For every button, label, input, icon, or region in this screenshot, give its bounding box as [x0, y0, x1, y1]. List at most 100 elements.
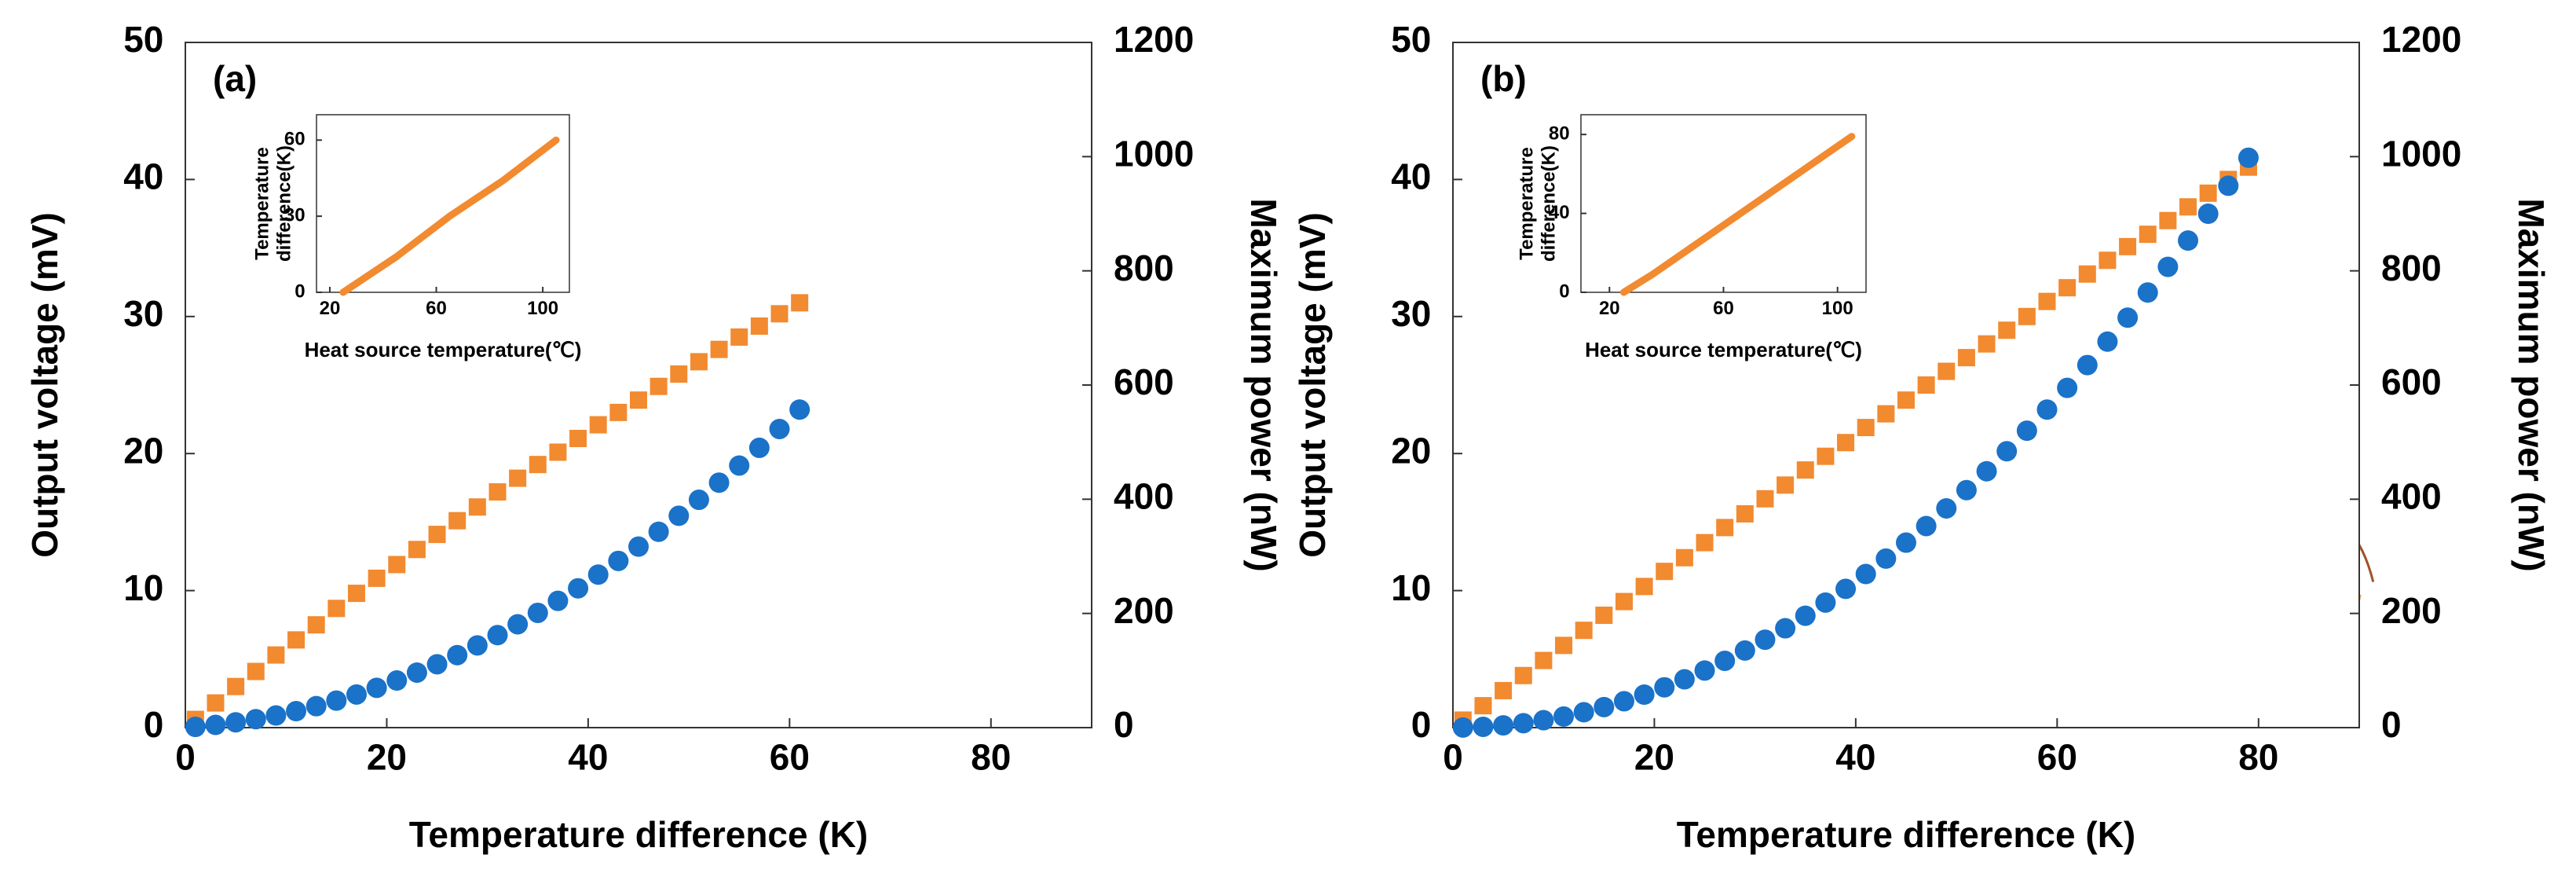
data-point	[628, 536, 649, 557]
data-point	[388, 556, 406, 574]
data-point	[509, 469, 527, 487]
data-point	[1555, 636, 1573, 655]
data-point	[286, 700, 307, 721]
data-point	[2197, 204, 2219, 224]
data-point	[1513, 713, 1534, 734]
data-point	[770, 305, 789, 323]
main-panel: 0 20 40 60 800102030405002004006008001000120…	[24, 19, 1284, 855]
x-tick-label: 60	[426, 298, 447, 319]
data-line	[339, 136, 560, 296]
data-point	[287, 631, 306, 649]
x-tick-label: 60	[1713, 298, 1734, 319]
data-point	[608, 550, 629, 571]
y2-tick-label: 1200	[2381, 19, 2461, 60]
y-tick-label: 30	[123, 293, 163, 334]
data-point	[406, 662, 427, 683]
data-point	[225, 712, 247, 733]
y2-tick-label: 0	[1114, 704, 1134, 745]
data-point	[690, 353, 708, 371]
data-point	[2179, 198, 2197, 216]
x-tick-label: 100	[527, 298, 558, 319]
data-point	[1817, 447, 1835, 465]
data-point	[488, 483, 507, 501]
y2-tick-label: 400	[2381, 475, 2442, 516]
data-point	[205, 714, 226, 735]
x-tick-label: 0	[175, 737, 196, 778]
y-axis-title: difference(K)	[273, 145, 295, 262]
data-point	[710, 340, 728, 358]
data-point	[1917, 376, 1935, 394]
data-point	[2077, 354, 2098, 376]
data-point	[1615, 592, 1633, 611]
data-point	[527, 602, 548, 623]
data-point	[2238, 147, 2259, 168]
data-point	[1716, 519, 1734, 537]
y-tick-label: 0	[1559, 281, 1569, 302]
data-point	[789, 399, 810, 420]
data-point	[2016, 420, 2037, 442]
data-point	[769, 418, 790, 439]
data-point	[1675, 548, 1693, 567]
x-tick-label: 60	[770, 737, 810, 778]
data-point	[2139, 226, 2157, 244]
y2-tick-label: 0	[2381, 704, 2402, 745]
data-point	[688, 490, 709, 511]
data-point	[1634, 684, 1655, 705]
panel-label: (b)	[1480, 58, 1527, 99]
y-tick-label: 40	[123, 156, 163, 197]
data-point	[487, 625, 508, 646]
data-point	[1857, 419, 1875, 437]
data-point	[467, 635, 488, 656]
y-axis-title: difference(K)	[1538, 145, 1559, 262]
data-point	[1535, 651, 1553, 669]
y-tick-label: 60	[284, 129, 306, 150]
data-point	[748, 437, 770, 458]
x-tick-label: 40	[568, 737, 608, 778]
data-point	[2199, 184, 2217, 202]
data-point	[648, 521, 669, 542]
data-point	[426, 654, 448, 675]
data-point	[448, 512, 467, 530]
data-point	[1674, 669, 1695, 690]
data-point	[447, 644, 468, 666]
data-point	[1595, 606, 1613, 624]
data-point	[589, 416, 607, 434]
data-point	[227, 677, 245, 695]
data-point	[1776, 476, 1795, 494]
x-tick-label: 20	[1634, 737, 1674, 778]
data-point	[729, 455, 750, 476]
data-point	[630, 391, 647, 409]
data-point	[1976, 460, 1997, 482]
data-point	[649, 377, 668, 395]
data-point	[2097, 331, 2118, 352]
data-point	[247, 662, 265, 680]
y2-tick-label: 800	[1114, 248, 1174, 288]
y-tick-label: 20	[1391, 430, 1431, 471]
y-tick-label: 50	[123, 19, 163, 60]
y2-tick-label: 1000	[2381, 133, 2461, 174]
plot-frame	[316, 114, 570, 293]
data-point	[2078, 265, 2096, 283]
data-point	[1815, 592, 1836, 613]
data-point	[547, 590, 569, 611]
data-point	[2157, 256, 2179, 277]
x-tick-label: 20	[367, 737, 407, 778]
data-point	[326, 690, 347, 711]
y-tick-label: 0	[144, 704, 164, 745]
data-point	[1493, 715, 1514, 736]
data-point	[2119, 237, 2137, 255]
data-point	[1573, 702, 1594, 723]
data-point	[1978, 335, 1996, 353]
data-point	[529, 456, 547, 474]
data-point	[2058, 279, 2077, 297]
data-point	[791, 294, 809, 312]
data-point	[1714, 650, 1736, 671]
x-tick-label: 80	[2238, 737, 2278, 778]
y-tick-label: 10	[123, 567, 163, 608]
data-point	[2018, 307, 2036, 325]
x-axis-title: Temperature difference (K)	[1677, 814, 2136, 855]
x-tick-label: 80	[971, 737, 1011, 778]
y2-tick-label: 800	[2381, 248, 2442, 288]
data-point	[1613, 691, 1634, 712]
data-point	[327, 600, 346, 618]
